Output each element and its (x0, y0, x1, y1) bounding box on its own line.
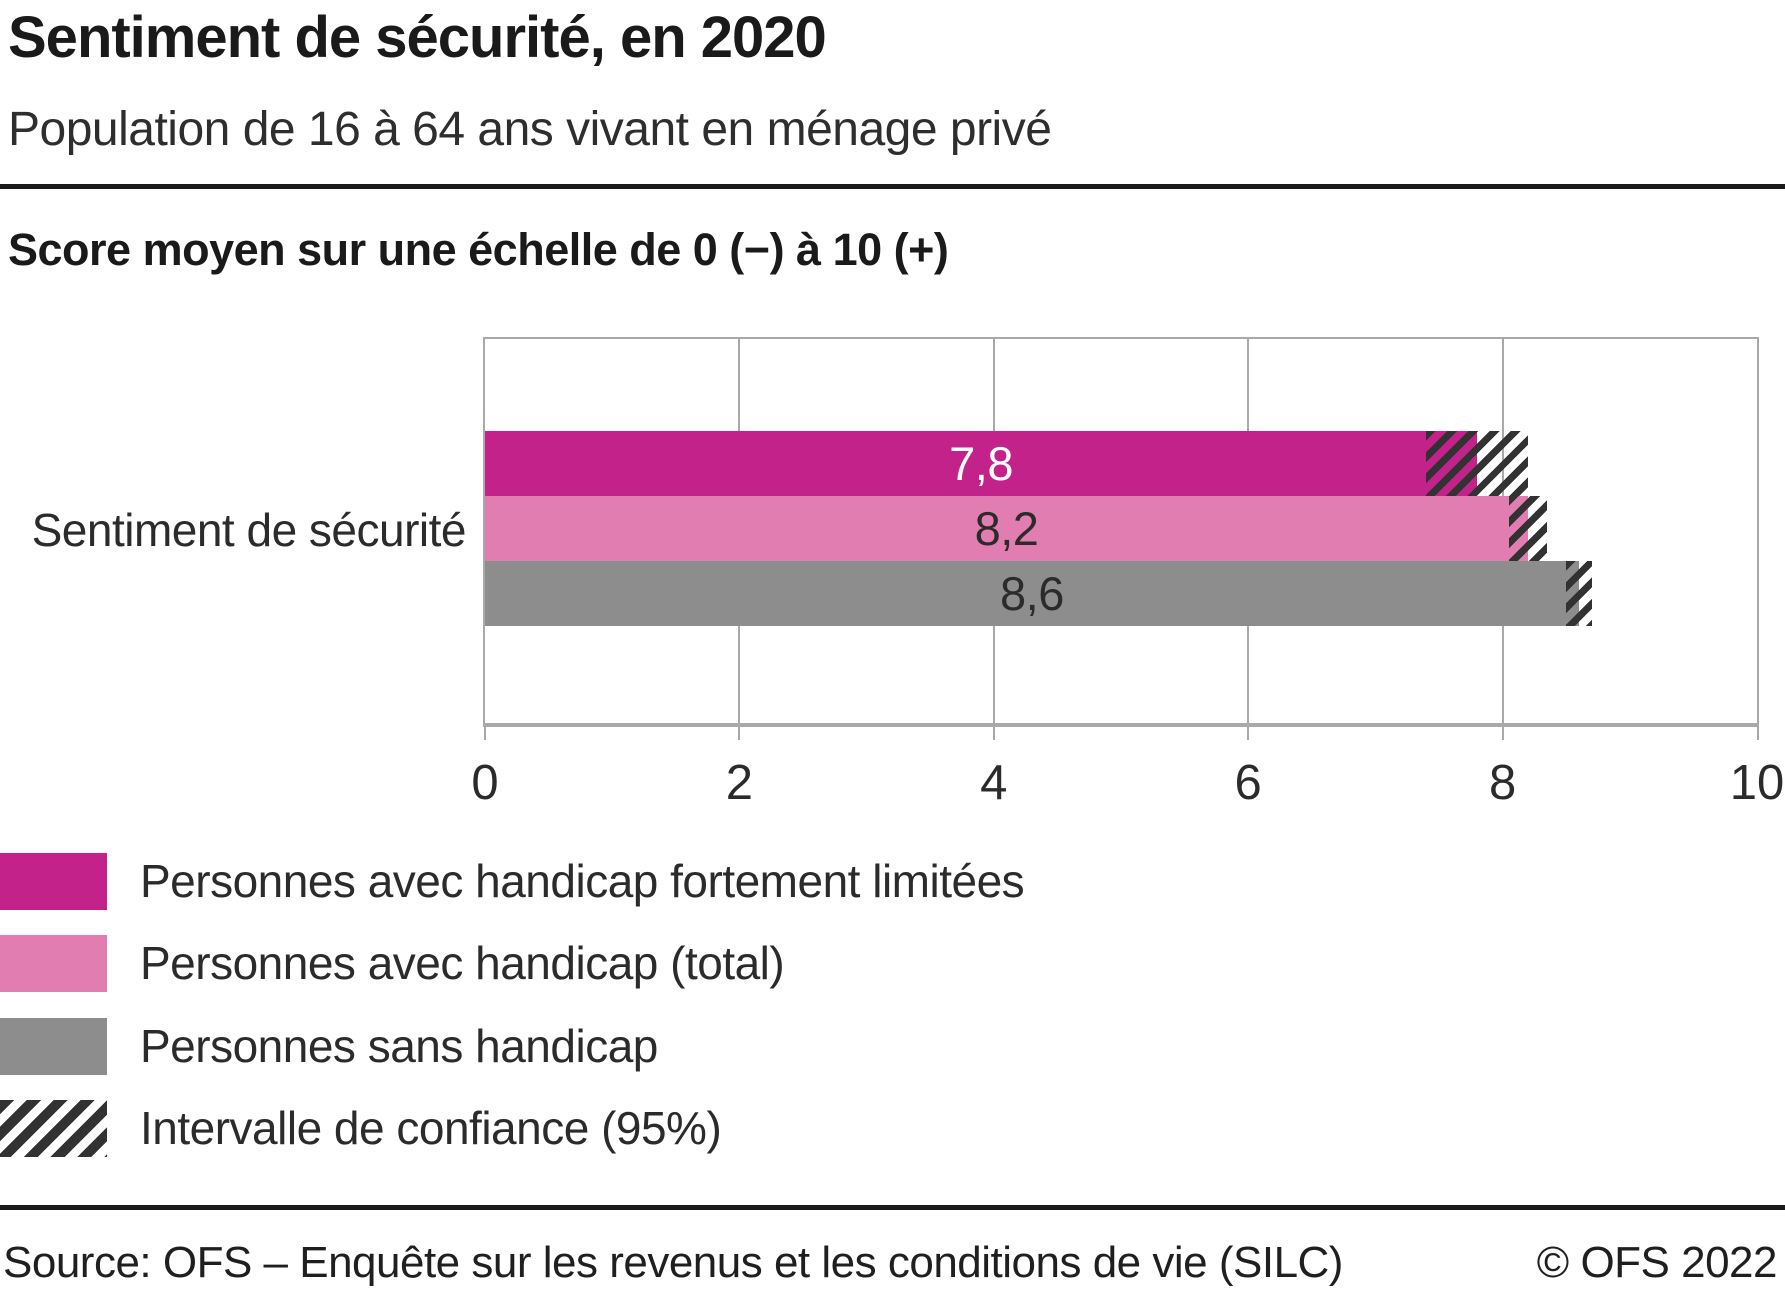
tick-mark-x-2 (738, 723, 741, 740)
tick-label-x-6: 6 (1234, 756, 1262, 810)
tick-mark-x-6 (1247, 723, 1250, 740)
bar-2: 8,2 (485, 496, 1529, 561)
bar-value-label-3: 8,6 (1000, 567, 1064, 620)
plot-area: 0 2 4 6 8 10 7,8 8,2 8,6 (471, 337, 1784, 810)
tick-label-x-2: 2 (725, 756, 754, 810)
footer: Source: OFS – Enquête sur les revenus et… (3, 1238, 1778, 1288)
bar-1: 7,8 (485, 431, 1478, 496)
hatch-swatch (0, 1100, 107, 1157)
page-title: Sentiment de sécurité, en 2020 (8, 5, 827, 70)
magenta-swatch (0, 853, 107, 910)
pink-swatch (0, 935, 107, 992)
confidence-interval-3 (1566, 561, 1592, 626)
tick-label-x-4: 4 (980, 756, 1008, 810)
tick-label-x-8: 8 (1488, 756, 1517, 810)
bottom-divider (0, 1205, 1785, 1210)
legend-label-4: Intervalle de confiance (95%) (140, 1102, 722, 1154)
legend-item-3: Personnes sans handicap (0, 1018, 658, 1075)
axis-title: Score moyen sur une échelle de 0 (−) à 1… (8, 224, 949, 275)
bar-value-label-2: 8,2 (974, 502, 1039, 555)
page-subtitle: Population de 16 à 64 ans vivant en ména… (8, 103, 1052, 156)
tick-mark-x-4 (992, 723, 995, 740)
legend-label-3: Personnes sans handicap (140, 1020, 658, 1072)
bar-value-label-1: 7,8 (949, 437, 1013, 490)
bar-3: 8,6 (485, 561, 1579, 626)
tick-mark-x-10 (1757, 723, 1759, 740)
legend-label-2: Personnes avec handicap (total) (140, 937, 785, 989)
tick-label-x-0: 0 (471, 756, 499, 810)
tick-label-x-10: 10 (1729, 756, 1785, 810)
legend-label-1: Personnes avec handicap fortement limité… (140, 855, 1025, 907)
gray-swatch (0, 1018, 107, 1075)
confidence-interval-2 (1508, 496, 1548, 561)
top-divider (0, 184, 1785, 189)
confidence-interval-1 (1426, 431, 1529, 496)
legend-item-4: Intervalle de confiance (95%) (0, 1100, 722, 1157)
tick-mark-x-8 (1501, 723, 1504, 740)
tick-mark-x-0 (484, 723, 486, 740)
source-note: Source: OFS – Enquête sur les revenus et… (3, 1238, 1343, 1287)
copyright: © OFS 2022 (1536, 1238, 1778, 1287)
legend-item-1: Personnes avec handicap fortement limité… (0, 853, 1025, 910)
legend-item-2: Personnes avec handicap (total) (0, 935, 785, 992)
category-label: Sentiment de sécurité (31, 504, 467, 556)
